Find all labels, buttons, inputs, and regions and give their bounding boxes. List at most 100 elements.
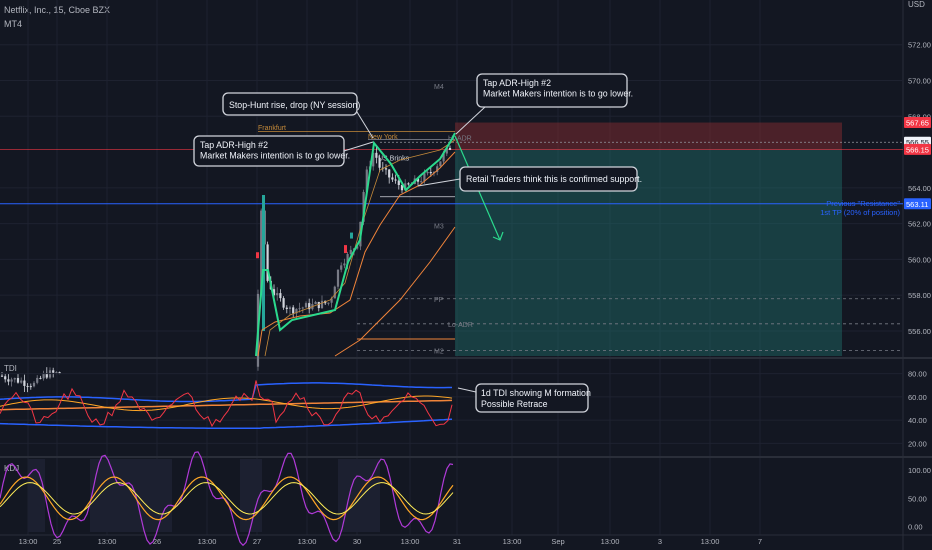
candle-body	[58, 372, 61, 374]
candle-body	[397, 180, 400, 186]
candle-red	[344, 245, 347, 254]
annotation-box	[222, 92, 358, 116]
candle-body	[448, 147, 452, 150]
annotation-connector	[356, 111, 374, 139]
candle-body	[304, 303, 308, 308]
currency-label: USD	[908, 0, 925, 9]
candle-body	[420, 181, 423, 183]
annotation-connector	[455, 106, 486, 135]
price-tick-label: 572.00	[908, 41, 931, 50]
candle-body	[26, 385, 29, 387]
annotation-connector	[343, 141, 374, 152]
pivot-label: PP	[434, 297, 444, 304]
candle-body	[439, 161, 442, 167]
kdj-j-line	[0, 451, 454, 547]
pivot-label: Frankfurt	[258, 125, 286, 132]
annotation-text: Stop-Hunt rise, drop (NY session)	[229, 100, 360, 110]
candle-body	[20, 380, 23, 383]
annotation-box	[475, 383, 589, 413]
candle-body	[308, 303, 311, 310]
candle-body	[288, 307, 292, 309]
time-tick-label: Sep	[551, 537, 564, 546]
candle-body	[442, 153, 445, 162]
time-tick-label: 25	[53, 537, 61, 546]
price-tick-label: 556.00	[908, 327, 931, 336]
kdj-tick-label: 0.00	[908, 522, 923, 531]
annotation-text: Retail Traders think this is confirmed s…	[466, 174, 642, 184]
candle-body	[391, 177, 394, 180]
candle-body	[378, 157, 381, 168]
pivot-label: M4	[434, 84, 444, 91]
candle-body	[407, 183, 410, 185]
candle-body	[445, 147, 448, 154]
candle-body	[333, 286, 336, 299]
kdj-d-line	[0, 482, 454, 515]
tdi-tick-label: 60.00	[908, 393, 927, 402]
candle-body	[423, 173, 426, 182]
time-tick-label: 27	[253, 537, 261, 546]
candle-body	[52, 370, 55, 373]
candle-body	[301, 307, 304, 309]
pivot-label: Lo-ADR	[448, 322, 473, 329]
candle-body	[42, 372, 45, 379]
pivot-label: M3	[434, 223, 444, 230]
price-tick-label: 560.00	[908, 255, 931, 264]
time-tick-label: 13:00	[601, 537, 620, 546]
price-tick-label: 570.00	[908, 77, 931, 86]
candle-body	[285, 307, 288, 309]
candle-body	[29, 386, 32, 388]
kdj-k-line	[0, 476, 454, 521]
candle-body	[384, 168, 388, 170]
time-tick-label: 13:00	[503, 537, 522, 546]
candle-body	[39, 377, 42, 379]
candle-body	[372, 152, 375, 167]
candle-body	[388, 169, 391, 178]
tdi-rsi-line	[0, 380, 453, 428]
candle-body	[330, 298, 333, 303]
candle-body	[349, 249, 352, 255]
candle-body	[7, 379, 10, 382]
tdi-upper-band	[0, 382, 452, 403]
time-tick-label: 13:00	[19, 537, 38, 546]
projection-arrowhead	[492, 231, 504, 241]
candle-body	[365, 169, 368, 192]
price-axis-badge-text: 566.15	[906, 145, 929, 154]
kdj-tick-label: 50.00	[908, 494, 927, 503]
tdi-tick-label: 20.00	[908, 439, 927, 448]
tdi-middle-line	[0, 399, 453, 411]
annotation-text: Tap ADR-High #2	[200, 140, 268, 150]
session-shade	[338, 459, 380, 532]
candle-body	[282, 298, 285, 308]
candle-body	[4, 376, 7, 380]
time-tick-label: 31	[453, 537, 461, 546]
candle-green	[350, 232, 353, 239]
zigzag-line	[255, 132, 456, 357]
candle-body	[260, 210, 263, 294]
price-axis-badge	[904, 143, 931, 155]
annotation-connector	[417, 178, 461, 187]
price-tick-label: 562.00	[908, 220, 931, 229]
candle-body	[0, 375, 4, 377]
annotation-connector	[457, 387, 477, 393]
candle-body	[36, 377, 39, 383]
ma-fast-line	[257, 151, 456, 357]
annotation-text: Previous "Resistance"	[826, 199, 900, 208]
candle-body	[16, 378, 20, 383]
price-axis-badge	[904, 117, 931, 129]
candle-body	[327, 302, 330, 304]
candle-body	[429, 172, 432, 174]
candle-body	[317, 301, 320, 309]
time-tick-label: 26	[153, 537, 161, 546]
candle-body	[314, 301, 317, 305]
candle-body	[416, 178, 420, 182]
candle-body	[276, 293, 279, 296]
tdi-signal-line	[0, 395, 453, 412]
pivot-label: New York	[368, 134, 398, 141]
currency-text: USD	[908, 0, 925, 9]
candle-body	[298, 308, 301, 310]
indicator-label: MT4	[4, 19, 22, 29]
annotation-text: 1d TDI showing M formation	[481, 388, 591, 398]
candle-body	[336, 269, 340, 287]
